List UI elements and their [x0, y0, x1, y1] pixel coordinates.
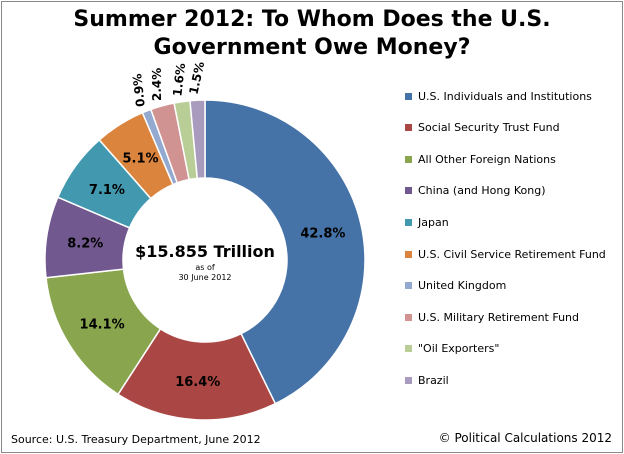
slice-label-3: 8.2% [67, 236, 103, 251]
legend-label-9: Brazil [418, 373, 449, 387]
slice-9 [189, 99, 206, 180]
chart-title-line-2: Government Owe Money? [153, 35, 471, 60]
chart-title-line-1: Summer 2012: To Whom Does the U.S. [73, 7, 551, 32]
donut-slices [44, 99, 366, 421]
slice-labels: 42.8% 16.4% 14.1% 8.2% 7.1% 5.1% 0.9% 2.4% 1.6%1… [67, 60, 345, 389]
slice-label-4: 7.1% [89, 183, 125, 198]
legend-item-8: "Oil Exporters" [405, 341, 499, 357]
legend-swatch-2 [405, 155, 412, 163]
legend-item-6: United Kingdom [405, 278, 506, 294]
legend-swatch-0 [405, 92, 412, 100]
legend-item-2: All Other Foreign Nations [405, 151, 556, 167]
legend-label-0: U.S. Individuals and Institutions [418, 89, 592, 103]
donut-center: $15.855 Trillion as of 30 June 2012 [135, 242, 275, 282]
slice-0 [204, 99, 366, 405]
slice-label-9: 1.5% [186, 60, 207, 96]
legend-swatch-4 [405, 218, 412, 226]
legend-item-5: U.S. Civil Service Retirement Fund [405, 246, 606, 262]
slice-label-8: 1.6% [170, 62, 188, 97]
legend-item-9: Brazil [405, 372, 449, 388]
legend-item-7: U.S. Military Retirement Fund [405, 309, 579, 325]
legend-item-3: China (and Hong Kong) [405, 183, 546, 199]
slice-label-6: 0.9% [130, 73, 148, 108]
legend-label-8: "Oil Exporters" [418, 342, 500, 356]
legend-swatch-8 [405, 345, 412, 353]
as-of-label: as of [195, 263, 215, 272]
legend-swatch-7 [405, 313, 412, 321]
slice-label-2: 14.1% [80, 318, 125, 333]
slice-label-5: 5.1% [123, 152, 159, 167]
copyright-note: © Political Calculations 2012 [438, 431, 612, 445]
slice-label-7: 2.4% [150, 68, 164, 101]
legend-item-4: Japan [405, 214, 449, 230]
legend-label-4: Japan [418, 215, 449, 229]
slice-label-1: 16.4% [175, 375, 220, 390]
legend-swatch-3 [405, 187, 412, 195]
legend-swatch-6 [405, 282, 412, 290]
legend-item-0: U.S. Individuals and Institutions [405, 88, 592, 104]
legend-swatch-5 [405, 250, 412, 258]
source-note: Source: U.S. Treasury Department, June 2… [11, 433, 261, 446]
legend-label-3: China (and Hong Kong) [418, 184, 546, 198]
legend-label-7: U.S. Military Retirement Fund [418, 310, 580, 324]
legend-label-6: United Kingdom [418, 279, 507, 293]
legend-label-5: U.S. Civil Service Retirement Fund [418, 247, 606, 261]
as-of-date: 30 June 2012 [178, 273, 231, 282]
chart-title: Summer 2012: To Whom Does the U.S. Gover… [0, 6, 624, 62]
legend-swatch-9 [405, 376, 412, 384]
total-debt-label: $15.855 Trillion [135, 242, 275, 261]
legend-label-2: All Other Foreign Nations [418, 152, 556, 166]
slice-label-0: 42.8% [300, 227, 345, 242]
legend-item-1: Social Security Trust Fund [405, 120, 560, 136]
legend-label-1: Social Security Trust Fund [418, 121, 560, 135]
legend-swatch-1 [405, 124, 412, 132]
